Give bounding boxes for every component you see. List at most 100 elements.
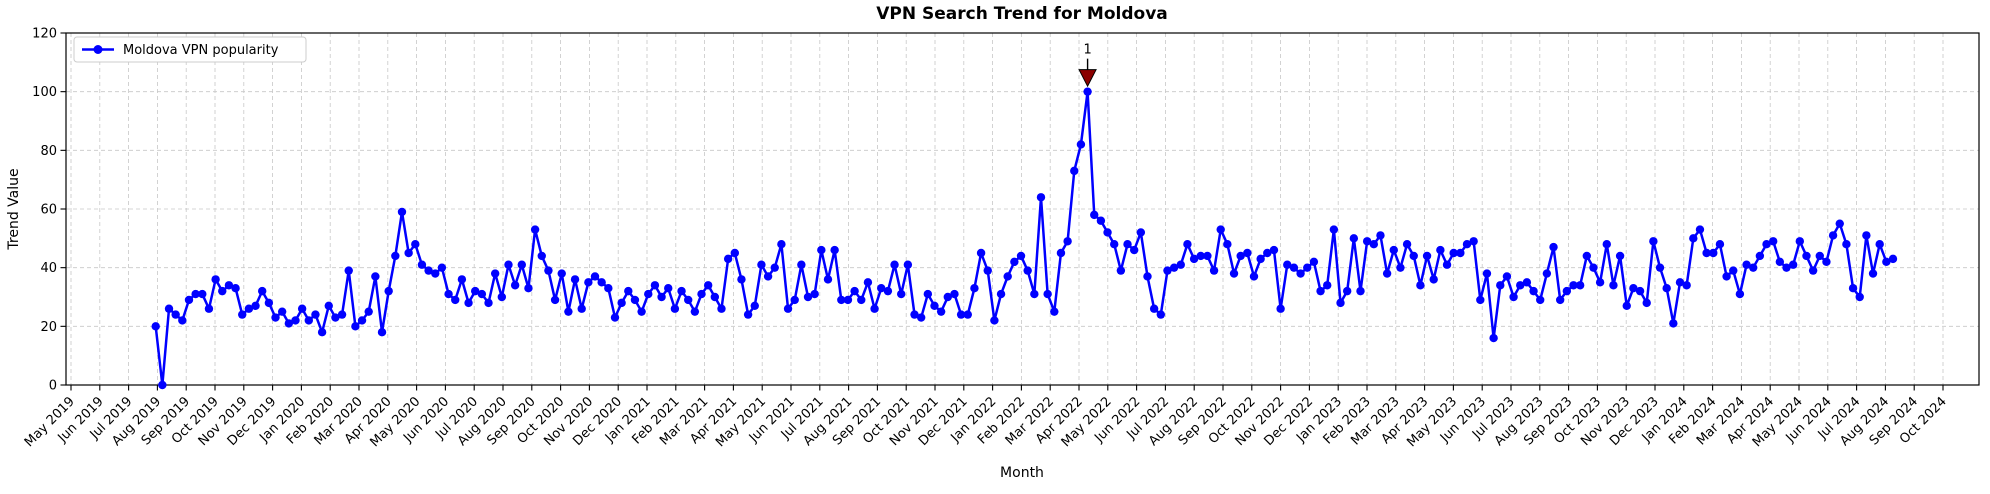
data-point [697, 289, 706, 299]
data-point [983, 266, 992, 275]
data-point [630, 295, 640, 305]
data-point [1755, 251, 1765, 261]
data-point [1709, 248, 1718, 258]
data-point [484, 298, 493, 308]
data-point [857, 295, 866, 305]
data-point [1129, 245, 1139, 255]
data-point [610, 313, 620, 322]
data-point [1110, 240, 1119, 249]
data-point [1782, 263, 1791, 272]
x-axis-ticks [70, 385, 1944, 391]
data-point [637, 307, 646, 316]
data-point [324, 301, 333, 310]
data-point [1030, 289, 1039, 299]
data-point [1868, 269, 1878, 278]
data-point [916, 313, 926, 322]
data-point [570, 275, 580, 284]
legend: Moldova VPN popularity [73, 36, 307, 63]
x-axis-title: Month [1000, 465, 1044, 481]
data-point [1649, 237, 1658, 246]
data-point [417, 260, 427, 269]
y-tick-label: 60 [40, 203, 57, 218]
data-point [584, 278, 593, 287]
data-point [1788, 260, 1798, 269]
data-point [337, 310, 347, 319]
data-point [191, 289, 200, 299]
data-point [1103, 228, 1112, 237]
data-point [1189, 254, 1199, 264]
data-point [930, 301, 939, 310]
data-point [1562, 286, 1572, 296]
data-point [750, 301, 759, 310]
data-point [351, 322, 360, 331]
data-point [1183, 240, 1192, 249]
data-point [717, 304, 726, 313]
data-point [1715, 240, 1725, 249]
data-point [1469, 237, 1478, 246]
data-point [1802, 251, 1811, 261]
data-point [1316, 286, 1325, 296]
data-point [1762, 240, 1771, 249]
legend-label: Moldova VPN popularity [123, 43, 279, 58]
data-point [1842, 240, 1851, 249]
data-point [1296, 269, 1305, 278]
data-point [1223, 240, 1232, 249]
data-point [797, 260, 806, 269]
data-point [604, 284, 613, 293]
data-point [850, 286, 859, 296]
data-point [1482, 269, 1492, 278]
data-point [218, 286, 227, 296]
data-point [1436, 245, 1445, 255]
data-point [956, 310, 966, 319]
data-point [743, 310, 753, 319]
data-point [1675, 278, 1685, 287]
data-point [1389, 245, 1398, 255]
data-point [1615, 251, 1625, 261]
data-point [1176, 260, 1185, 269]
data-point [624, 286, 633, 296]
data-point [424, 266, 433, 275]
data-point [597, 278, 606, 287]
data-point [1549, 242, 1558, 252]
data-point [1655, 263, 1665, 272]
data-point [903, 260, 913, 269]
triangle-down-marker-icon [1078, 69, 1097, 88]
data-point [1815, 251, 1824, 261]
data-point [1090, 210, 1099, 220]
data-point [497, 292, 507, 302]
data-point [1442, 260, 1452, 269]
data-point [996, 289, 1006, 299]
data-point [371, 272, 380, 281]
peak-annotation: 1 [1078, 43, 1097, 88]
data-point [763, 272, 773, 281]
data-point [204, 304, 214, 313]
data-point [1795, 237, 1805, 246]
legend-box [73, 36, 307, 63]
data-point [1289, 263, 1299, 272]
data-point [1376, 231, 1385, 240]
data-point [1449, 248, 1458, 258]
data-point [317, 328, 327, 337]
data-point [737, 275, 746, 284]
data-point [1848, 284, 1858, 293]
data-point [1822, 257, 1831, 266]
data-point [471, 286, 480, 296]
data-point [1236, 251, 1245, 261]
data-point [803, 292, 813, 302]
data-point [1342, 286, 1352, 296]
data-point [1269, 245, 1279, 255]
data-point [990, 316, 999, 325]
data-point [1555, 295, 1565, 305]
data-point [710, 292, 720, 302]
data-point [397, 207, 407, 217]
data-point [1662, 284, 1671, 293]
data-point [1862, 231, 1871, 240]
data-point [790, 295, 799, 305]
data-point [1309, 257, 1319, 266]
legend-marker-sample [93, 45, 103, 54]
data-point [451, 295, 460, 305]
data-point [877, 284, 886, 293]
data-point [823, 275, 833, 284]
data-point [1369, 240, 1379, 249]
